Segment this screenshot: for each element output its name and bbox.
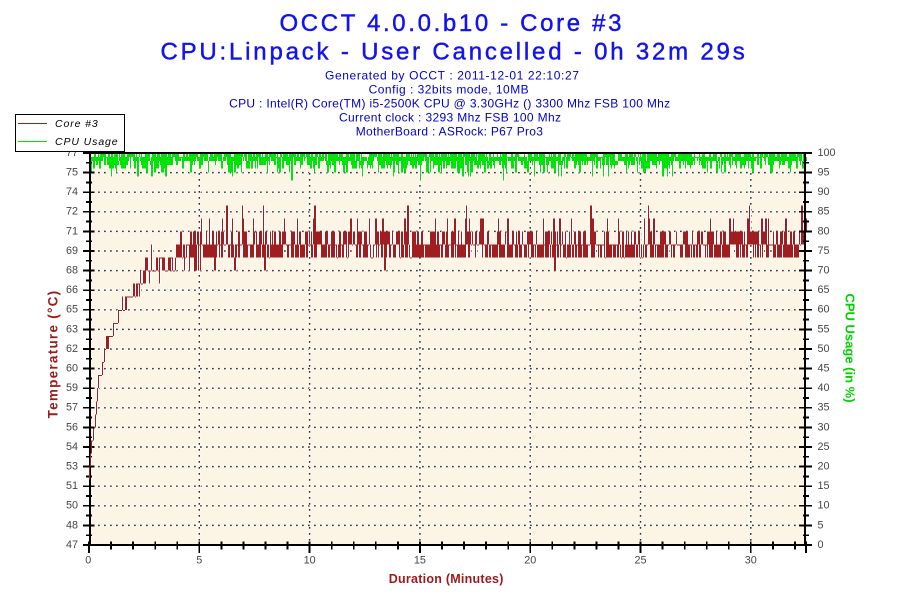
svg-text:30: 30: [745, 555, 757, 567]
svg-text:47: 47: [66, 539, 78, 551]
svg-text:25: 25: [818, 441, 830, 453]
svg-text:75: 75: [818, 245, 830, 257]
svg-text:Core #3: Core #3: [55, 118, 99, 130]
svg-text:15: 15: [414, 555, 426, 567]
svg-text:CPU Usage: CPU Usage: [55, 136, 119, 148]
svg-text:65: 65: [818, 284, 830, 296]
svg-text:48: 48: [66, 519, 78, 531]
svg-text:74: 74: [66, 186, 78, 198]
svg-text:51: 51: [66, 480, 78, 492]
svg-text:66: 66: [66, 284, 78, 296]
svg-text:59: 59: [66, 382, 78, 394]
svg-text:54: 54: [66, 441, 78, 453]
svg-text:70: 70: [818, 265, 830, 277]
svg-text:10: 10: [304, 555, 316, 567]
svg-text:100: 100: [818, 147, 836, 159]
svg-text:10: 10: [818, 500, 830, 512]
svg-text:OCCT 4.0.0.b10 - Core #3: OCCT 4.0.0.b10 - Core #3: [279, 10, 624, 37]
svg-text:0: 0: [818, 539, 824, 551]
svg-text:CPU Usage (in %): CPU Usage (in %): [843, 293, 858, 402]
svg-text:30: 30: [818, 421, 830, 433]
svg-text:85: 85: [818, 206, 830, 218]
svg-text:15: 15: [818, 480, 830, 492]
svg-text:65: 65: [66, 304, 78, 316]
svg-text:MotherBoard : ASRock: P67 Pro3: MotherBoard : ASRock: P67 Pro3: [356, 124, 543, 138]
svg-text:Generated by OCCT : 2011-12-01: Generated by OCCT : 2011-12-01 22:10:27: [325, 68, 580, 82]
svg-text:20: 20: [524, 555, 536, 567]
svg-text:57: 57: [66, 402, 78, 414]
svg-text:CPU : Intel(R) Core(TM) i5-250: CPU : Intel(R) Core(TM) i5-2500K CPU @ 3…: [229, 96, 670, 110]
svg-text:Temperature (°C): Temperature (°C): [46, 290, 61, 419]
svg-text:5: 5: [818, 519, 824, 531]
svg-text:62: 62: [66, 343, 78, 355]
svg-text:75: 75: [66, 167, 78, 179]
svg-text:Config : 32bits mode, 10MB: Config : 32bits mode, 10MB: [369, 82, 530, 96]
svg-text:80: 80: [818, 225, 830, 237]
svg-text:95: 95: [818, 167, 830, 179]
svg-text:69: 69: [66, 245, 78, 257]
svg-text:53: 53: [66, 461, 78, 473]
svg-text:Duration (Minutes): Duration (Minutes): [389, 572, 504, 586]
svg-text:Current clock : 3293 Mhz FSB 1: Current clock : 3293 Mhz FSB 100 Mhz: [339, 110, 561, 124]
svg-text:5: 5: [196, 555, 202, 567]
svg-text:50: 50: [66, 500, 78, 512]
svg-text:63: 63: [66, 323, 78, 335]
svg-text:0: 0: [85, 555, 91, 567]
svg-text:35: 35: [818, 402, 830, 414]
svg-text:20: 20: [818, 461, 830, 473]
svg-text:60: 60: [818, 304, 830, 316]
svg-text:25: 25: [634, 555, 646, 567]
svg-text:45: 45: [818, 363, 830, 375]
svg-text:72: 72: [66, 206, 78, 218]
svg-text:68: 68: [66, 265, 78, 277]
svg-text:55: 55: [818, 323, 830, 335]
svg-text:56: 56: [66, 421, 78, 433]
svg-text:40: 40: [818, 382, 830, 394]
svg-text:50: 50: [818, 343, 830, 355]
svg-text:71: 71: [66, 225, 78, 237]
svg-text:CPU:Linpack - User Cancelled -: CPU:Linpack - User Cancelled - 0h 32m 29…: [160, 38, 747, 65]
svg-text:60: 60: [66, 363, 78, 375]
svg-text:90: 90: [818, 186, 830, 198]
